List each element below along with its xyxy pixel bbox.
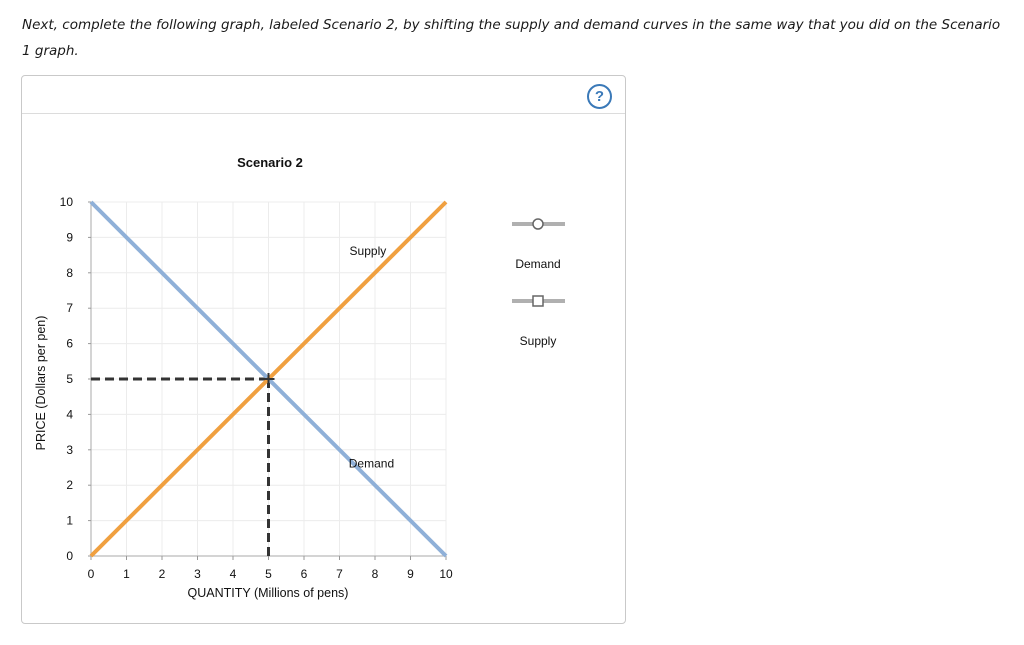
y-tick-label: 10: [60, 195, 74, 209]
y-tick-label: 5: [66, 372, 73, 386]
x-tick-label: 2: [159, 567, 166, 581]
y-tick-label: 6: [66, 337, 73, 351]
y-tick-label: 7: [66, 301, 73, 315]
supply-tool-label: Supply: [520, 334, 557, 348]
help-button[interactable]: ?: [587, 84, 612, 109]
x-tick-label: 9: [407, 567, 414, 581]
x-tick-label: 0: [88, 567, 95, 581]
x-tick-label: 1: [123, 567, 130, 581]
demand-tool-label: Demand: [515, 257, 560, 271]
graph-panel: ?: [21, 75, 626, 624]
y-tick-label: 3: [66, 443, 73, 457]
y-tick-label: 0: [66, 549, 73, 563]
x-tick-label: 8: [372, 567, 379, 581]
x-tick-label: 4: [230, 567, 237, 581]
x-tick-label: 6: [301, 567, 308, 581]
y-axis-label: PRICE (Dollars per pen): [34, 316, 48, 451]
y-tick-label: 9: [66, 230, 73, 244]
x-tick-label: 7: [336, 567, 343, 581]
demand-curve-label: Demand: [349, 457, 394, 471]
demand-tool-marker[interactable]: [532, 218, 544, 230]
x-tick-label: 5: [265, 567, 272, 581]
y-tick-label: 4: [66, 407, 73, 421]
instructions-text: Next, complete the following graph, labe…: [22, 17, 1001, 59]
y-tick-label: 1: [66, 514, 73, 528]
panel-header: ?: [22, 76, 625, 114]
y-tick-label: 8: [66, 266, 73, 280]
supply-curve-label: Supply: [350, 244, 387, 258]
x-axis-label: QUANTITY (Millions of pens): [188, 586, 349, 600]
y-tick-label: 2: [66, 478, 73, 492]
x-tick-label: 3: [194, 567, 201, 581]
supply-tool-marker[interactable]: [532, 295, 544, 307]
x-tick-label: 10: [439, 567, 453, 581]
chart-title: Scenario 2: [237, 155, 303, 170]
